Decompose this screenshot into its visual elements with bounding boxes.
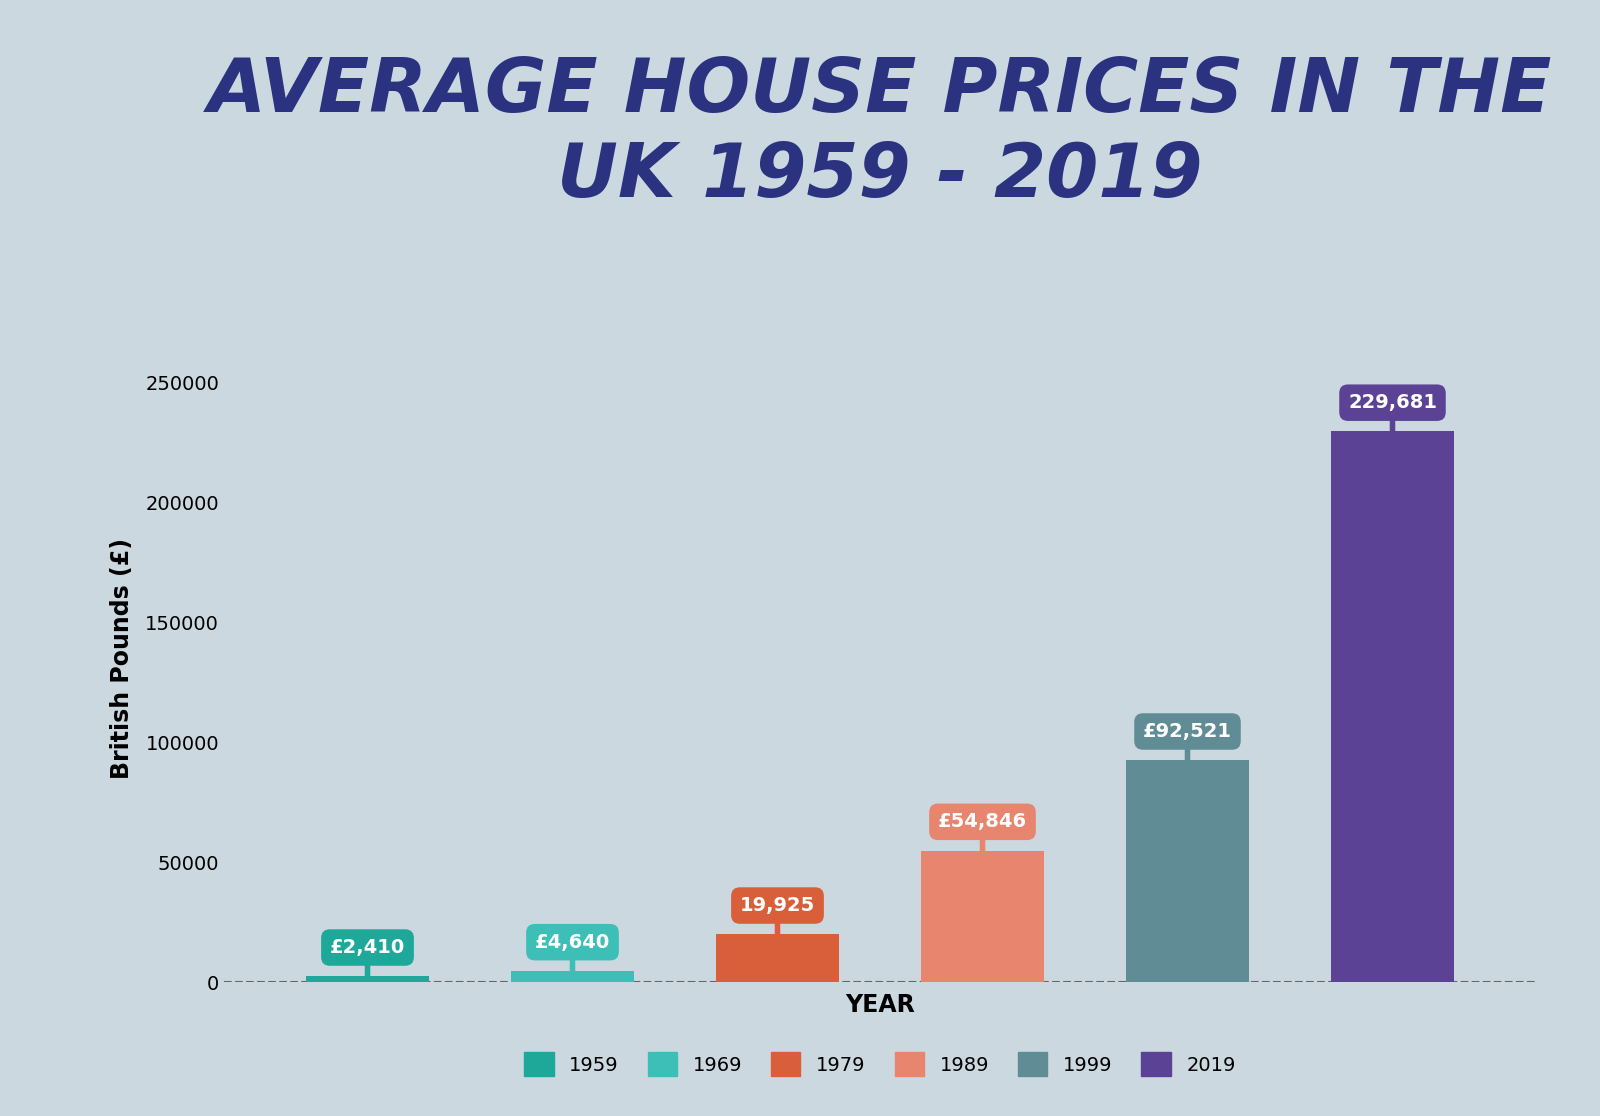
Bar bbox=[306, 976, 429, 982]
Text: £2,410: £2,410 bbox=[330, 939, 405, 976]
Text: £92,521: £92,521 bbox=[1142, 722, 1232, 760]
Bar bbox=[922, 850, 1043, 982]
Bar bbox=[1126, 760, 1250, 982]
X-axis label: YEAR: YEAR bbox=[845, 993, 915, 1017]
Bar bbox=[1331, 432, 1454, 982]
Bar bbox=[717, 934, 838, 982]
Bar bbox=[510, 971, 634, 982]
Text: 229,681: 229,681 bbox=[1347, 393, 1437, 432]
Text: £4,640: £4,640 bbox=[534, 933, 610, 971]
Text: AVERAGE HOUSE PRICES IN THE
UK 1959 - 2019: AVERAGE HOUSE PRICES IN THE UK 1959 - 20… bbox=[208, 55, 1552, 213]
Y-axis label: British Pounds (£): British Pounds (£) bbox=[110, 538, 134, 779]
Legend: 1959, 1969, 1979, 1989, 1999, 2019: 1959, 1969, 1979, 1989, 1999, 2019 bbox=[517, 1045, 1243, 1084]
Text: £54,846: £54,846 bbox=[938, 812, 1027, 850]
Text: 19,925: 19,925 bbox=[739, 896, 814, 934]
